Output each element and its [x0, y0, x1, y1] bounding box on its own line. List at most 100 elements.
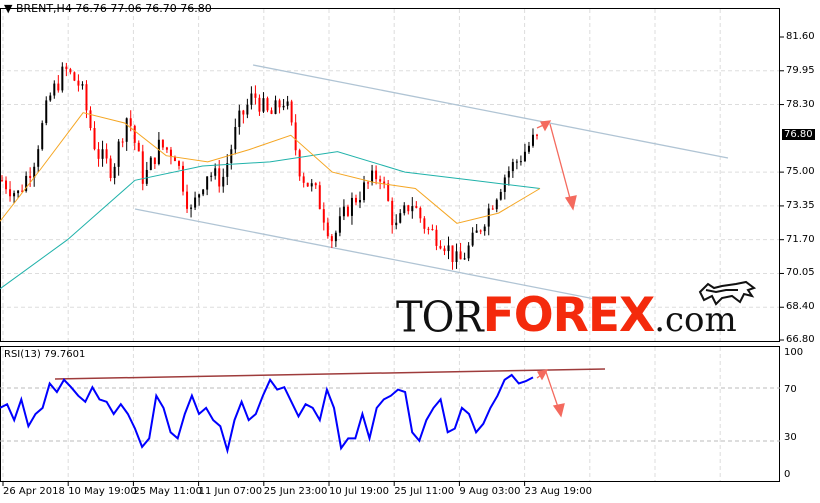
- candle-body: [519, 161, 522, 163]
- candle-body: [338, 216, 341, 233]
- candle-body: [9, 189, 12, 197]
- candle-body: [41, 123, 44, 150]
- candle-body: [391, 200, 394, 226]
- rsi-axis-label: 70: [784, 383, 797, 395]
- candle-body: [350, 197, 353, 216]
- candle-body: [153, 157, 156, 165]
- candle-body: [246, 104, 249, 115]
- logo-tor: TOR: [396, 293, 484, 343]
- candle-body: [202, 189, 205, 195]
- main-chart-frame: [0, 8, 780, 342]
- candle-body: [379, 179, 382, 182]
- time-axis-label: 10 May 19:00: [68, 486, 137, 497]
- candle-body: [399, 213, 402, 223]
- candle-body: [467, 245, 470, 259]
- candle-body: [149, 157, 152, 170]
- candle-body: [310, 183, 313, 187]
- rsi-axis-label: 100: [784, 347, 804, 358]
- price-axis-label: 73.35: [786, 199, 815, 211]
- candle-body: [363, 182, 366, 201]
- candle-body: [133, 125, 136, 143]
- candle-body: [5, 180, 8, 190]
- candle-body: [69, 69, 72, 73]
- candle-body: [515, 161, 518, 163]
- candle-body: [53, 83, 56, 96]
- rsi-trend-line[interactable]: [54, 368, 606, 380]
- candle-body: [383, 181, 386, 184]
- candle-body: [371, 170, 374, 183]
- candle-body: [447, 245, 450, 252]
- candle-body: [403, 205, 406, 214]
- candle-body: [536, 134, 538, 136]
- candle-body: [415, 206, 418, 208]
- candle-body: [487, 208, 490, 227]
- candle-body: [129, 118, 132, 126]
- candle-body: [214, 168, 217, 176]
- candle-body: [218, 168, 221, 187]
- candle-body: [455, 251, 458, 263]
- candle-body: [113, 166, 116, 179]
- price-axis-label: 78.30: [786, 98, 815, 110]
- candle-body: [173, 157, 176, 162]
- candle-body: [85, 84, 88, 111]
- candle-body: [157, 139, 160, 165]
- candle-body: [105, 149, 108, 159]
- candle-body: [427, 228, 430, 230]
- candle-body: [33, 166, 36, 178]
- candle-body: [531, 134, 534, 146]
- candle-body: [314, 183, 317, 186]
- candle-body: [49, 95, 52, 101]
- candle-body: [423, 218, 426, 229]
- candle-body: [254, 93, 257, 98]
- candle-body: [17, 190, 20, 194]
- price-axis-label: 79.95: [786, 64, 815, 76]
- candle-body: [479, 230, 482, 232]
- candle-body: [290, 101, 293, 123]
- candle-body: [206, 176, 209, 190]
- bull-icon: [698, 280, 756, 306]
- candles: [1, 62, 538, 270]
- time-axis-label: 26 Apr 2018: [3, 486, 65, 497]
- candle-body: [346, 206, 349, 216]
- chart-title: ▼ BRENT,H4 76.76 77.06 76.70 76.80: [4, 2, 212, 15]
- candle-body: [125, 118, 128, 142]
- candle-body: [298, 150, 301, 177]
- candle-body: [302, 176, 305, 183]
- time-axis-label: 9 Aug 03:00: [459, 486, 521, 497]
- candle-body: [242, 110, 245, 115]
- time-axis-label: 25 Jun 23:00: [263, 486, 328, 497]
- candle-body: [165, 147, 168, 150]
- time-axis-label: 25 May 11:00: [133, 486, 202, 497]
- candle-body: [93, 128, 96, 150]
- channel-lower-line[interactable]: [134, 208, 601, 301]
- ma-fast-line: [0, 112, 541, 224]
- time-axis-label: 23 Aug 19:00: [524, 486, 593, 497]
- price-axis-label: 70.05: [786, 267, 815, 279]
- price-axis-label: 66.80: [786, 334, 815, 345]
- logo-forex: FOREX: [482, 288, 656, 343]
- candle-body: [121, 141, 124, 143]
- rsi-label: RSI(13) 79.7601: [4, 349, 86, 360]
- candle-body: [250, 93, 253, 105]
- channel-upper-line[interactable]: [252, 64, 729, 159]
- candle-body: [395, 222, 398, 226]
- candle-body: [190, 207, 193, 209]
- candle-body: [194, 197, 197, 208]
- candle-body: [117, 141, 120, 167]
- candle-body: [45, 100, 48, 124]
- candle-body: [234, 127, 237, 150]
- candle-body: [101, 149, 104, 159]
- dropdown-triangle-icon[interactable]: ▼: [4, 2, 13, 15]
- candle-body: [294, 122, 297, 151]
- candle-body: [499, 191, 502, 200]
- time-axis-label: 10 Jul 19:00: [329, 486, 389, 497]
- rsi-forecast-arrow: [536, 369, 565, 418]
- candle-body: [491, 208, 494, 210]
- candle-body: [286, 101, 289, 106]
- candle-body: [177, 161, 180, 166]
- candle-body: [435, 229, 438, 246]
- candle-body: [1, 180, 3, 182]
- candle-body: [198, 194, 201, 198]
- candle-body: [318, 185, 321, 210]
